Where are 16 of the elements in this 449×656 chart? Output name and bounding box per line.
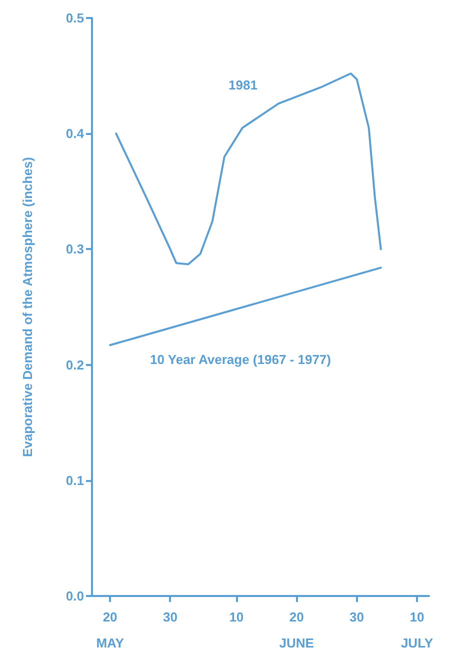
x-tick-label: 30	[163, 610, 178, 624]
x-tick-label: 10 JULY	[400, 610, 434, 650]
line-series	[115, 72, 382, 266]
y-tick-label: 0.1	[66, 472, 84, 488]
y-tick-label: 0.5	[66, 10, 84, 26]
x-tick-label: 10	[229, 610, 244, 624]
series-label: 1981	[228, 78, 258, 93]
x-tick-label: 30	[350, 610, 364, 624]
y-tick-label: 0.0	[66, 588, 84, 604]
y-axis-title: Evaporative Demand of the Atmosphere (inches)	[20, 156, 35, 458]
y-tick-label: 0.2	[66, 357, 84, 372]
y-tick-label: 0.4	[66, 126, 85, 142]
x-tick-label: 20 MAY	[96, 610, 124, 650]
series-label: 10 Year Average (1967 - 1977)	[150, 352, 331, 368]
x-tick-label: 20 JUNE	[279, 610, 314, 650]
y-tick-label: 0.3	[66, 242, 84, 257]
